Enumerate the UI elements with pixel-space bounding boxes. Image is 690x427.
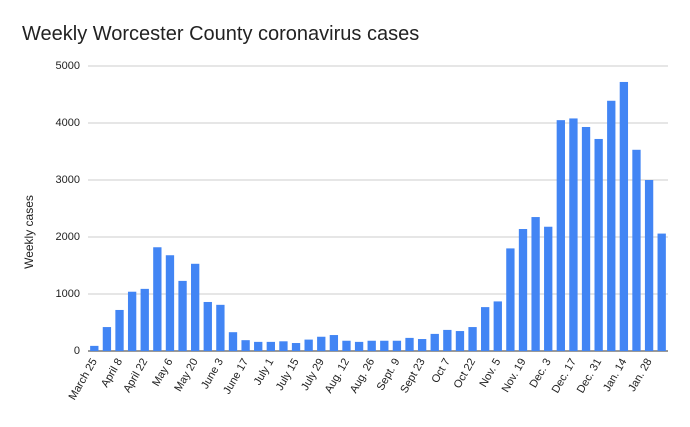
bar xyxy=(569,118,578,351)
bar xyxy=(367,340,376,351)
bar xyxy=(102,327,112,351)
bar xyxy=(443,329,452,351)
x-tick-label: July 15 xyxy=(274,357,302,393)
x-tick-label: Dec. 31 xyxy=(575,357,604,396)
bar xyxy=(455,331,465,351)
bar xyxy=(216,304,225,351)
y-tick-label: 5000 xyxy=(56,60,80,72)
bar xyxy=(165,255,175,351)
bar xyxy=(140,288,149,351)
bar xyxy=(632,149,641,351)
x-tick-label: July 1 xyxy=(252,357,277,388)
bar xyxy=(329,335,339,351)
x-tick-label: Nov. 19 xyxy=(500,357,529,395)
x-tick-label: June 3 xyxy=(199,357,226,392)
x-tick-label: Aug. 26 xyxy=(348,357,377,396)
y-tick-label: 0 xyxy=(74,345,80,357)
y-tick-label: 1000 xyxy=(56,288,80,300)
bar xyxy=(279,341,288,351)
x-tick-label: Dec. 3 xyxy=(528,357,554,391)
bar xyxy=(304,339,313,351)
bar xyxy=(518,229,528,351)
x-tick-label: April 8 xyxy=(99,357,125,390)
bar xyxy=(90,345,99,351)
bar xyxy=(405,337,414,351)
x-tick-label: April 22 xyxy=(121,357,150,395)
bar xyxy=(506,248,515,351)
bar xyxy=(115,309,124,351)
bar xyxy=(354,341,364,351)
x-tick-label: Sept 23 xyxy=(398,357,427,396)
bar xyxy=(531,217,540,351)
y-tick-label: 2000 xyxy=(56,231,80,243)
bar xyxy=(380,340,389,351)
bar xyxy=(607,100,616,352)
bar xyxy=(254,341,263,351)
bar xyxy=(556,120,565,352)
x-tick-label: May 20 xyxy=(172,357,200,394)
chart-title: Weekly Worcester County coronavirus case… xyxy=(22,23,419,45)
bar xyxy=(468,327,477,351)
bar xyxy=(191,263,200,351)
x-tick-label: March 25 xyxy=(67,357,100,403)
x-tick-label: Oct 22 xyxy=(452,357,479,391)
x-tick-label: Oct 7 xyxy=(429,357,453,386)
x-tick-label: July 29 xyxy=(299,357,327,393)
bar xyxy=(266,341,275,351)
y-axis-label: Weekly cases xyxy=(22,195,36,269)
bar xyxy=(544,226,553,351)
bar xyxy=(291,343,301,351)
bar xyxy=(430,333,439,351)
bar xyxy=(317,336,326,351)
bar xyxy=(127,291,137,351)
bar xyxy=(657,233,666,351)
x-tick-label: Jan. 28 xyxy=(626,357,654,394)
y-tick-label: 4000 xyxy=(56,117,80,129)
bar xyxy=(493,301,502,351)
bar xyxy=(619,81,629,352)
bar xyxy=(594,138,603,351)
x-tick-label: Nov. 5 xyxy=(477,356,503,389)
y-tick-label: 3000 xyxy=(56,174,80,186)
bar xyxy=(417,339,427,351)
bar xyxy=(392,340,402,351)
bar xyxy=(203,301,212,351)
bar xyxy=(581,126,591,352)
bar xyxy=(481,307,490,351)
x-tick-label: May 6 xyxy=(150,357,175,389)
bar xyxy=(241,340,250,351)
bar xyxy=(228,332,238,351)
bar xyxy=(153,247,162,351)
bar xyxy=(644,180,654,351)
bar xyxy=(178,280,187,351)
x-tick-label: Sept. 9 xyxy=(375,357,403,393)
bar xyxy=(342,340,351,351)
